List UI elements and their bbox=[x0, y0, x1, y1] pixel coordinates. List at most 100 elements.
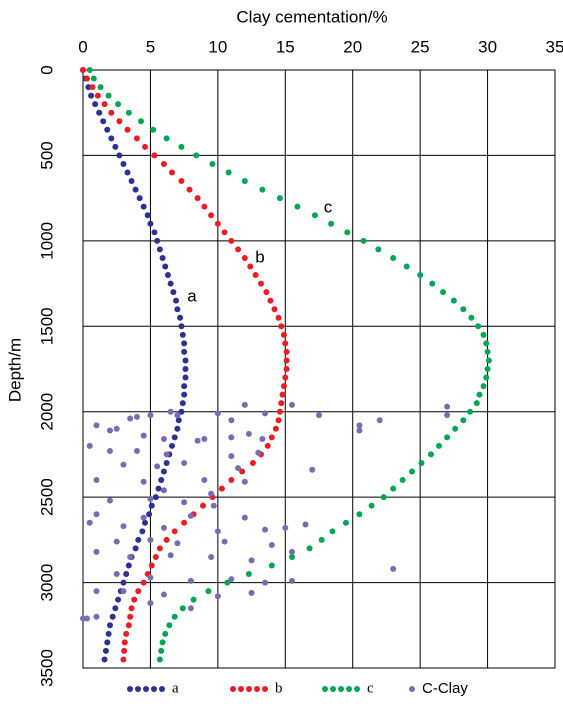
legend-marker bbox=[246, 686, 252, 692]
curve-point bbox=[96, 109, 103, 116]
clay-point bbox=[268, 541, 275, 548]
curve-point bbox=[228, 477, 235, 484]
curve-point bbox=[275, 417, 282, 424]
curve-point bbox=[483, 340, 490, 347]
curve-point bbox=[135, 588, 142, 595]
clay-point bbox=[120, 461, 127, 468]
curve-point bbox=[159, 254, 166, 261]
y-tick-label: 500 bbox=[37, 141, 56, 169]
legend-marker bbox=[127, 686, 133, 692]
curve-point bbox=[258, 280, 265, 287]
clay-point bbox=[302, 521, 309, 528]
clay-point bbox=[228, 434, 235, 441]
curve-point bbox=[106, 622, 113, 629]
curve-point bbox=[158, 647, 165, 654]
curve-point bbox=[156, 656, 163, 663]
curve-point bbox=[271, 306, 278, 313]
curve-point bbox=[170, 289, 177, 296]
curve-point bbox=[131, 596, 138, 603]
clay-point bbox=[316, 412, 322, 419]
clay-point bbox=[106, 497, 113, 504]
curve-point bbox=[147, 220, 154, 227]
clay-point bbox=[160, 591, 167, 598]
curve-point bbox=[279, 391, 286, 398]
clay-point bbox=[262, 579, 269, 586]
y-tick-label: 1500 bbox=[37, 307, 56, 345]
clay-point bbox=[282, 524, 289, 531]
curve-point bbox=[235, 246, 242, 253]
clay-point bbox=[214, 528, 221, 535]
clay-point bbox=[187, 605, 194, 612]
clay-point bbox=[93, 613, 100, 620]
clay-point bbox=[259, 436, 266, 443]
clay-point bbox=[174, 540, 181, 547]
clay-point bbox=[86, 519, 93, 526]
curve-point bbox=[201, 203, 208, 210]
plot-border bbox=[82, 69, 556, 669]
x-tick-label: 15 bbox=[276, 37, 295, 56]
clay-point bbox=[241, 478, 248, 485]
curve-point bbox=[276, 195, 283, 202]
curve-point bbox=[418, 459, 425, 466]
clay-point bbox=[289, 401, 296, 408]
curve-point bbox=[282, 340, 289, 347]
clay-point bbox=[390, 565, 397, 572]
curve-point bbox=[436, 442, 443, 449]
curve-point bbox=[179, 605, 186, 612]
curve-point bbox=[368, 502, 375, 509]
legend-marker bbox=[330, 686, 336, 692]
clay-point bbox=[444, 412, 451, 419]
curve-point bbox=[252, 272, 259, 279]
curve-point bbox=[247, 263, 254, 270]
curve-point bbox=[164, 272, 171, 279]
clay-point bbox=[241, 514, 248, 521]
legend-marker bbox=[238, 686, 244, 692]
clay-point bbox=[106, 427, 113, 434]
clay-point bbox=[84, 615, 91, 622]
curve-point bbox=[306, 545, 313, 552]
curve-point bbox=[123, 630, 130, 637]
clay-point bbox=[113, 425, 120, 432]
clay-point bbox=[376, 417, 383, 424]
clay-point bbox=[147, 536, 154, 543]
curve-point bbox=[125, 562, 132, 569]
y-tick-label: 3000 bbox=[37, 564, 56, 602]
curve-point bbox=[132, 186, 139, 193]
curve-point bbox=[473, 400, 480, 407]
clay-point bbox=[113, 571, 120, 578]
clay-point bbox=[120, 523, 127, 530]
legend-marker bbox=[135, 686, 141, 692]
curve-point bbox=[181, 519, 188, 526]
curve-point bbox=[156, 545, 163, 552]
curve-point bbox=[101, 656, 108, 663]
curve-point bbox=[194, 195, 201, 202]
clay-point bbox=[201, 477, 208, 484]
curve-point bbox=[163, 459, 170, 466]
chart-title: Clay cementation/% bbox=[236, 7, 387, 26]
curve-point bbox=[127, 613, 134, 620]
curve-point bbox=[224, 579, 231, 586]
curve-point bbox=[151, 229, 158, 236]
curve-point bbox=[151, 152, 158, 159]
clay-point bbox=[248, 589, 255, 596]
curve-point bbox=[179, 331, 186, 338]
legend-marker bbox=[346, 686, 352, 692]
curve-point bbox=[105, 92, 112, 99]
curve-point bbox=[440, 289, 447, 296]
curve-point bbox=[123, 571, 130, 578]
curve-point bbox=[163, 135, 170, 142]
curve-point bbox=[120, 579, 127, 586]
clay-point bbox=[167, 408, 174, 415]
curve-point bbox=[205, 588, 212, 595]
x-tick-label: 10 bbox=[208, 37, 227, 56]
curve-point bbox=[484, 348, 491, 355]
curve-point bbox=[125, 109, 132, 116]
curve-point bbox=[80, 67, 86, 73]
curve-point bbox=[101, 101, 108, 108]
clay-point bbox=[147, 600, 154, 607]
curve-point bbox=[121, 647, 128, 654]
curve-point bbox=[158, 477, 165, 484]
curve-point bbox=[480, 331, 487, 338]
legend-marker bbox=[143, 686, 149, 692]
